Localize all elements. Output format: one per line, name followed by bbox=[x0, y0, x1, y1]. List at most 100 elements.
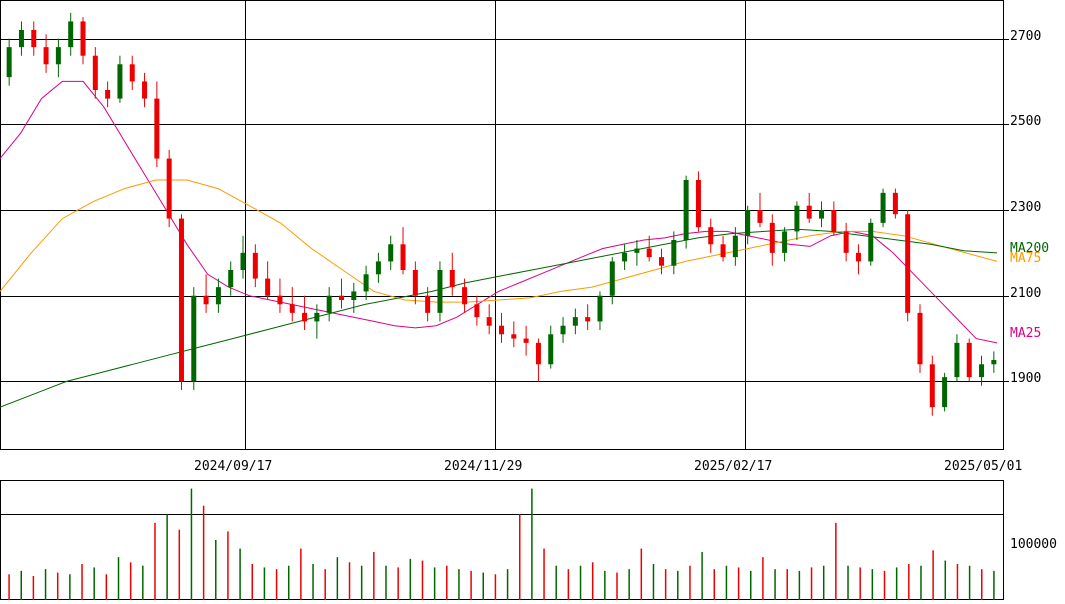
candle-body bbox=[43, 47, 49, 65]
candle-body bbox=[129, 64, 135, 82]
candle-body bbox=[203, 295, 209, 305]
legend-ma75: MA75 bbox=[1010, 251, 1041, 266]
candle-body bbox=[979, 364, 985, 378]
candle-body bbox=[769, 222, 775, 253]
candle-body bbox=[929, 364, 935, 408]
candle-body bbox=[868, 222, 874, 262]
candle-body bbox=[782, 231, 788, 253]
candle-body bbox=[363, 274, 369, 292]
volume-bars bbox=[8, 488, 995, 600]
candle-body bbox=[560, 325, 566, 335]
price-tick-label: 2700 bbox=[1010, 29, 1041, 44]
candle-body bbox=[437, 270, 443, 313]
date-tick-label: 2024/09/17 bbox=[194, 459, 272, 474]
candle-body bbox=[819, 210, 825, 219]
candle-body bbox=[954, 342, 960, 378]
candle-body bbox=[609, 261, 615, 296]
candle-body bbox=[302, 312, 308, 322]
candle-body bbox=[917, 312, 923, 365]
candle-body bbox=[55, 47, 61, 65]
candle-body bbox=[486, 317, 492, 326]
volume-panel-frame bbox=[0, 480, 1004, 600]
candle-body bbox=[215, 287, 221, 305]
candle-body bbox=[708, 227, 714, 245]
candle-body bbox=[326, 295, 332, 313]
candle-body bbox=[535, 342, 541, 365]
price-panel-frame bbox=[0, 0, 1004, 450]
date-tick-label: 2024/11/29 bbox=[444, 459, 522, 474]
candle-body bbox=[166, 158, 172, 219]
candle-body bbox=[622, 252, 628, 262]
candle-body bbox=[634, 248, 640, 253]
candle-body bbox=[314, 312, 320, 322]
candle-body bbox=[659, 257, 665, 266]
candle-body bbox=[252, 252, 258, 279]
candle-body bbox=[683, 180, 689, 240]
moving-average-ma25 bbox=[0, 80, 998, 344]
volume-tick-label: 100000 bbox=[1010, 537, 1057, 552]
price-tick-label: 1900 bbox=[1010, 371, 1041, 386]
candle-body bbox=[905, 214, 911, 313]
candle-body bbox=[695, 180, 701, 228]
candle-body bbox=[240, 252, 246, 270]
candle-body bbox=[92, 55, 98, 90]
candle-body bbox=[843, 231, 849, 253]
moving-average-ma200 bbox=[0, 228, 998, 408]
candle-body bbox=[720, 244, 726, 258]
candle-body bbox=[757, 210, 763, 223]
candle-body bbox=[892, 192, 898, 215]
candle-body bbox=[265, 278, 271, 296]
candle-body bbox=[991, 360, 997, 365]
candle-body bbox=[142, 81, 148, 99]
price-tick-label: 2300 bbox=[1010, 200, 1041, 215]
candle-body bbox=[548, 334, 554, 365]
moving-average-lines bbox=[0, 80, 998, 408]
candle-body bbox=[966, 342, 972, 378]
candle-body bbox=[462, 287, 468, 305]
candle-body bbox=[18, 30, 24, 48]
candle-body bbox=[388, 244, 394, 262]
price-tick-label: 2100 bbox=[1010, 286, 1041, 301]
candle-body bbox=[289, 304, 295, 313]
candle-body bbox=[942, 377, 948, 408]
legend-ma25: MA25 bbox=[1010, 326, 1041, 341]
candle-body bbox=[880, 192, 886, 223]
legend-ma200: MA200 bbox=[1010, 241, 1049, 256]
candle-body bbox=[646, 248, 652, 258]
candle-body bbox=[338, 295, 344, 300]
candle-body bbox=[572, 317, 578, 326]
candle-body bbox=[732, 235, 738, 258]
candle-body bbox=[449, 270, 455, 288]
price-tick-label: 2500 bbox=[1010, 114, 1041, 129]
date-tick-label: 2025/05/01 bbox=[944, 459, 1022, 474]
candle-body bbox=[412, 270, 418, 296]
candle-body bbox=[745, 210, 751, 236]
candle-body bbox=[597, 295, 603, 322]
candle-body bbox=[375, 261, 381, 275]
date-tick-label: 2025/02/17 bbox=[694, 459, 772, 474]
candle-body bbox=[523, 338, 529, 343]
candle-body bbox=[671, 240, 677, 266]
candle-body bbox=[31, 30, 37, 48]
candle-body bbox=[117, 64, 123, 99]
candle-body bbox=[806, 205, 812, 219]
candle-body bbox=[178, 218, 184, 382]
candle-body bbox=[80, 21, 86, 56]
candle-body bbox=[855, 252, 861, 262]
moving-average-ma75 bbox=[0, 179, 998, 303]
candle-body bbox=[425, 295, 431, 313]
candle-body bbox=[400, 244, 406, 270]
candle-body bbox=[831, 210, 837, 232]
candle-body bbox=[68, 21, 74, 48]
candlesticks bbox=[6, 12, 997, 416]
candle-body bbox=[191, 295, 197, 382]
candle-body bbox=[585, 317, 591, 322]
candle-body bbox=[499, 325, 504, 335]
candle-body bbox=[511, 334, 517, 339]
candle-body bbox=[794, 205, 800, 232]
candle-body bbox=[228, 270, 234, 288]
candle-body bbox=[6, 47, 12, 78]
candle-body bbox=[154, 98, 160, 159]
